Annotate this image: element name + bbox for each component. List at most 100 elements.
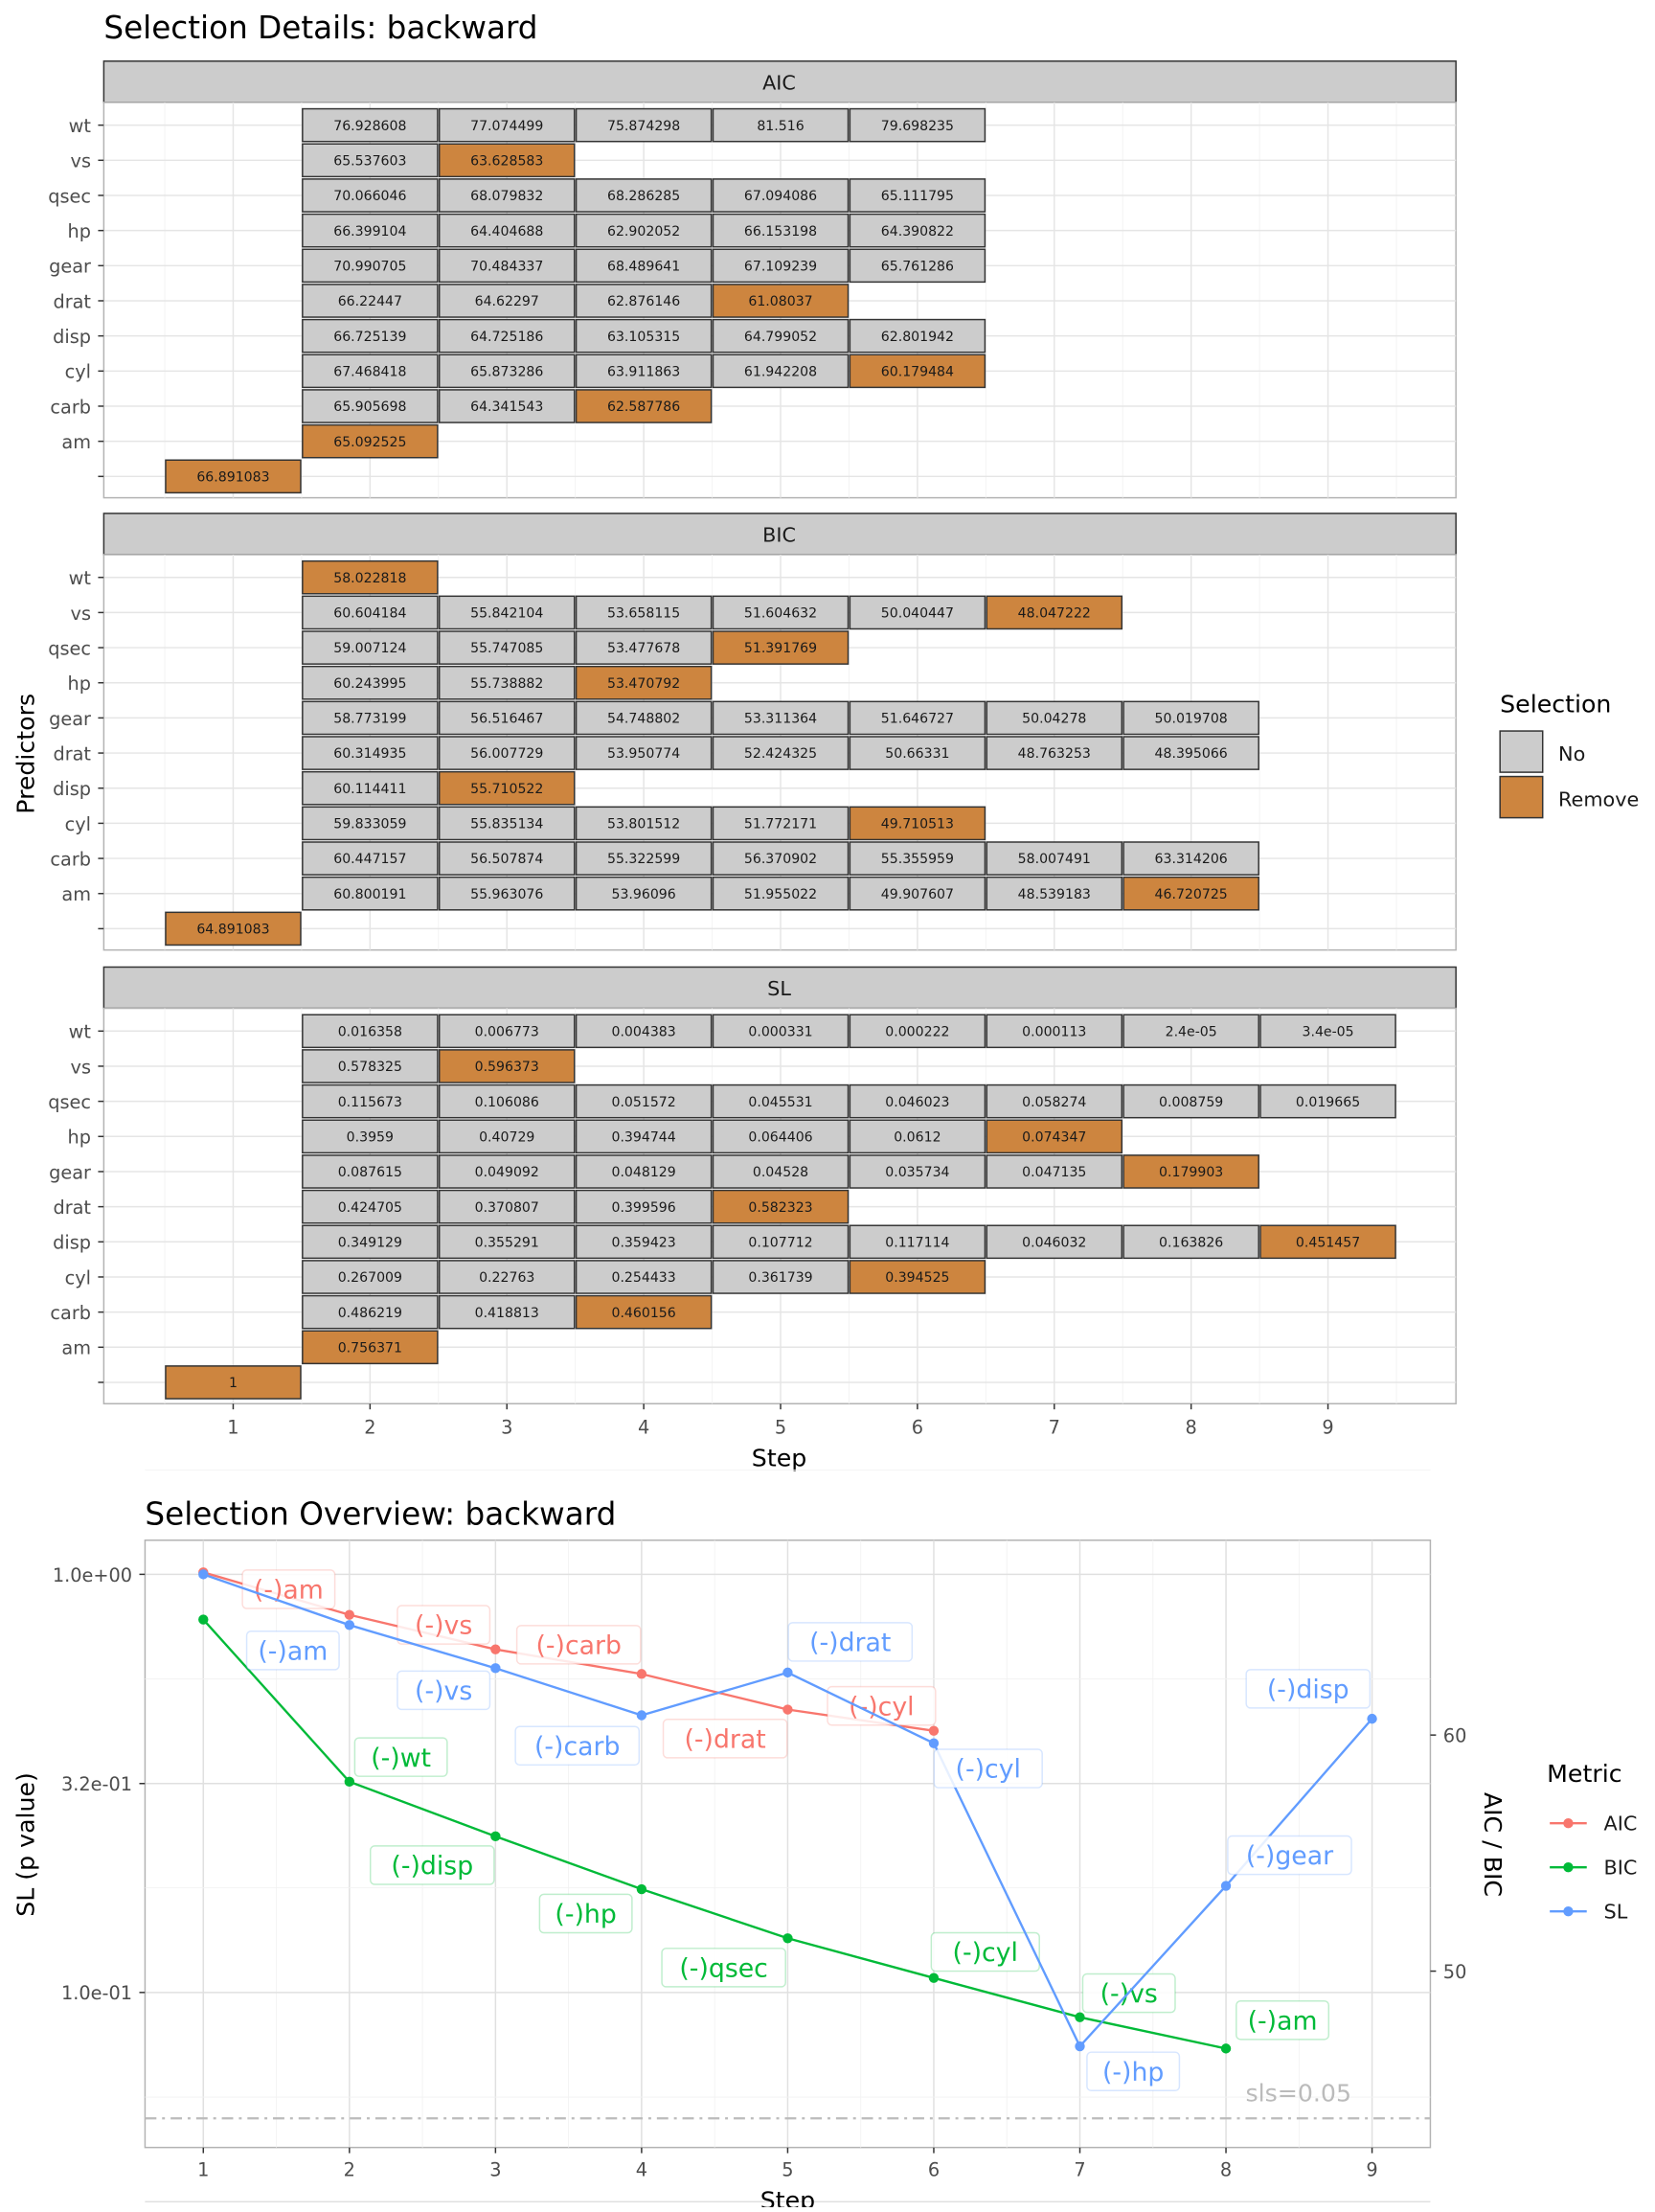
- tile-no: [575, 841, 713, 876]
- tile-no: [438, 213, 576, 248]
- tile-no: [438, 1119, 576, 1154]
- series-line-bic: [202, 1618, 1227, 2050]
- tile-no: [575, 1014, 713, 1049]
- tile-value: 65.873286: [470, 365, 543, 380]
- data-point-sl: [1367, 1713, 1377, 1724]
- y-tick-label: gear: [49, 256, 91, 278]
- tile-value: 55.963076: [470, 887, 543, 902]
- tile-value: 0.047135: [1022, 1165, 1086, 1180]
- strip-label: BIC: [762, 524, 796, 547]
- tile-value: 0.006773: [475, 1024, 539, 1039]
- y-tick-label: carb: [50, 848, 91, 870]
- y-tick-label: disp: [53, 1232, 91, 1254]
- tile-remove: [302, 423, 439, 459]
- tile-value: 0.117114: [885, 1235, 949, 1250]
- tile-no: [986, 876, 1123, 911]
- y-tick-label: drat: [53, 742, 91, 764]
- tile-value: 55.710522: [470, 782, 543, 797]
- tile-no: [438, 1014, 576, 1049]
- tile-value: 0.000331: [748, 1024, 812, 1039]
- tile-no: [575, 107, 713, 143]
- tile-no: [575, 353, 713, 389]
- tile-no: [302, 1260, 439, 1294]
- tile-no: [575, 284, 713, 318]
- panel-sl: SL wt vs qsec hp gear drat disp cyl carb am 0.01635…: [48, 966, 1457, 1404]
- tile-no: [302, 1014, 439, 1049]
- tile-remove: [986, 1119, 1123, 1154]
- tile-remove: [438, 1049, 576, 1083]
- tile-value: 70.990705: [333, 260, 406, 275]
- tile-no: [986, 1154, 1123, 1189]
- tile-remove: [986, 595, 1123, 630]
- tile-value: 0.064406: [748, 1129, 812, 1145]
- point-label-box: [241, 1569, 336, 1609]
- tile-no: [575, 630, 713, 665]
- tile-value: 49.710513: [881, 817, 954, 832]
- tile-remove: [849, 806, 986, 841]
- tile-no: [712, 1014, 850, 1049]
- strip-aic: [102, 60, 1457, 103]
- point-label-bic: (-)hp: [555, 1900, 616, 1929]
- point-label-bic: (-)am: [1248, 2006, 1318, 2036]
- point-label-box: [538, 1893, 633, 1934]
- tile-remove: [575, 389, 713, 423]
- tile-value: 0.106086: [475, 1095, 539, 1110]
- tile-remove: [165, 911, 302, 946]
- point-label-aic: (-)drat: [684, 1724, 765, 1754]
- y-tick-label: wt: [69, 567, 92, 589]
- y-right-tick-label: 50: [1443, 1961, 1467, 1983]
- y-tick-label: disp: [53, 778, 91, 800]
- tile-value: 62.876146: [607, 294, 680, 309]
- tile-value: 62.587786: [607, 399, 680, 415]
- tile-no: [849, 248, 986, 284]
- tile-value: 65.905698: [333, 399, 406, 415]
- tile-value: 76.928608: [333, 119, 406, 134]
- tile-no: [575, 178, 713, 213]
- tile-value: 0.115673: [338, 1095, 402, 1110]
- tile-no: [302, 248, 439, 284]
- tile-value: 0.254433: [611, 1270, 675, 1286]
- legend-label: BIC: [1604, 1857, 1638, 1880]
- tile-value: 0.046032: [1022, 1235, 1086, 1250]
- tile-value: 48.763253: [1018, 746, 1091, 762]
- legend-label: Remove: [1558, 788, 1639, 811]
- data-point-sl: [636, 1710, 647, 1721]
- tile-value: 53.801512: [607, 817, 680, 832]
- tile-value: 56.007729: [470, 746, 543, 762]
- tile-no: [849, 107, 986, 143]
- point-label-box: [787, 1622, 914, 1662]
- tile-no: [302, 284, 439, 318]
- legend-swatch-no: [1499, 730, 1544, 773]
- y-tick-label: wt: [69, 1021, 92, 1043]
- data-point-bic: [344, 1776, 355, 1788]
- legend-label: SL: [1604, 1901, 1628, 1924]
- point-label-box: [933, 1748, 1043, 1789]
- tile-value: 0.000222: [885, 1024, 949, 1039]
- legend-key-point: [1563, 1906, 1574, 1917]
- tile-no: [712, 595, 850, 630]
- tile-value: 51.391769: [744, 641, 817, 656]
- panel-bic: BIC wt vs qsec hp gear drat disp cyl carb am 58.022…: [48, 513, 1457, 951]
- point-label-box: [353, 1737, 448, 1777]
- tile-remove: [1122, 1154, 1259, 1189]
- tile-remove: [1122, 876, 1259, 911]
- tile-value: 0.451457: [1296, 1235, 1360, 1250]
- data-point-bic: [490, 1831, 501, 1842]
- tile-no: [712, 318, 850, 353]
- tile-value: 0.107712: [748, 1235, 812, 1250]
- legend-title: Selection: [1500, 691, 1611, 718]
- tile-no: [575, 700, 713, 736]
- x-tick-label: 4: [638, 1416, 649, 1438]
- y-left-tick-label: 1.0e+00: [53, 1564, 132, 1586]
- tile-no: [302, 1294, 439, 1330]
- tile-no: [849, 1224, 986, 1260]
- y-tick-label: gear: [49, 708, 91, 730]
- tile-remove: [438, 770, 576, 806]
- point-label-bic: (-)wt: [371, 1744, 431, 1773]
- tile-no: [302, 107, 439, 143]
- tile-value: 55.322599: [607, 852, 680, 867]
- tile-value: 50.040447: [881, 606, 954, 622]
- tile-value: 51.772171: [744, 817, 817, 832]
- tile-value: 64.799052: [744, 330, 817, 345]
- y-tick-label: vs: [71, 603, 91, 625]
